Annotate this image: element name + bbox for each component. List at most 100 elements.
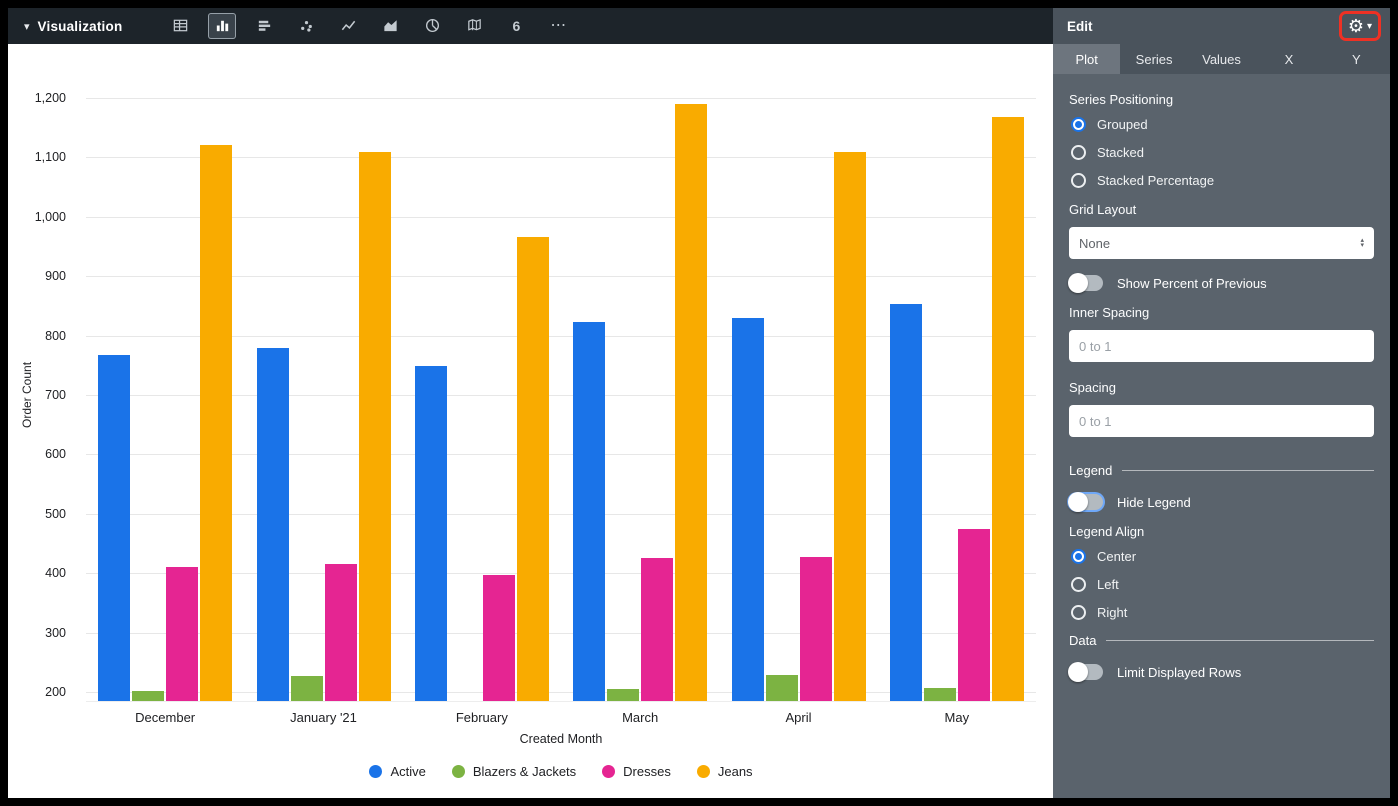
chart-type-map-button[interactable] [460, 13, 488, 39]
bar-active-december[interactable] [98, 355, 131, 701]
radio-selected-icon[interactable] [1071, 117, 1086, 132]
inner-spacing-input[interactable] [1069, 330, 1374, 362]
legend-dot-icon [369, 765, 383, 778]
radio-option-stacked[interactable]: Stacked [1071, 145, 1374, 160]
bar-active-may[interactable] [889, 304, 922, 701]
spacing-input[interactable] [1069, 405, 1374, 437]
table-icon [172, 17, 189, 36]
chart-type-table-button[interactable] [166, 13, 194, 39]
tab-x[interactable]: X [1284, 51, 1294, 67]
x-axis-title: Created Month [519, 732, 603, 746]
radio-option-left[interactable]: Left [1071, 577, 1374, 592]
grid-layout-label: Grid Layout [1069, 202, 1137, 217]
collapse-caret-icon[interactable]: ▾ [24, 20, 30, 33]
bar-active-january-21[interactable] [256, 348, 289, 701]
bar-blazers-jackets-march[interactable] [607, 689, 640, 701]
bar-active-february[interactable] [414, 366, 447, 701]
legend-item-active[interactable]: Active [369, 764, 426, 779]
radio-option-stacked-percentage[interactable]: Stacked Percentage [1071, 173, 1374, 188]
bar-dresses-january-21[interactable] [324, 564, 357, 701]
limit-displayed-rows-toggle[interactable] [1068, 662, 1103, 682]
x-tick-label: February [455, 710, 508, 725]
settings-menu-button[interactable]: ⚙ ▾ [1338, 11, 1381, 41]
gridline [86, 335, 1036, 337]
bar-active-april[interactable] [731, 318, 764, 701]
bar-jeans-january-21[interactable] [358, 151, 391, 701]
radio-selected-icon[interactable] [1071, 549, 1086, 564]
tab-series[interactable]: Series [1135, 51, 1173, 67]
chart-type-bar-chart-button[interactable] [250, 13, 278, 39]
gridline [86, 692, 1036, 694]
hide-legend-toggle[interactable] [1068, 492, 1103, 512]
radio-option-right[interactable]: Right [1071, 605, 1374, 620]
pie-chart-icon [424, 17, 441, 36]
inner-spacing-label: Inner Spacing [1069, 305, 1150, 320]
legend-dot-icon [696, 765, 710, 778]
hide-legend-label: Hide Legend [1117, 494, 1191, 510]
grid-layout-select[interactable]: None ▴ ▾ [1069, 227, 1374, 259]
radio-option-label: Grouped [1097, 117, 1148, 132]
bar-dresses-may[interactable] [957, 529, 990, 701]
y-tick-label: 400 [45, 566, 66, 581]
radio-option-label: Center [1097, 549, 1137, 564]
legend-item-blazers-jackets[interactable]: Blazers & Jackets [451, 764, 576, 779]
y-tick-label: 700 [45, 388, 66, 402]
radio-unselected-icon[interactable] [1071, 605, 1086, 620]
radio-option-center[interactable]: Center [1071, 549, 1374, 564]
chart-type-single-value-button[interactable]: 6 [502, 13, 530, 39]
tab-y[interactable]: Y [1351, 51, 1361, 67]
bar-blazers-jackets-december[interactable] [132, 690, 165, 701]
column-chart-icon [214, 17, 231, 36]
bar-jeans-march[interactable] [675, 103, 708, 701]
legend-section-label: Legend [1069, 463, 1113, 478]
toggle-knob[interactable] [1068, 492, 1088, 512]
edit-panel: Edit ⚙ ▾ Plot Series Values X Y Series Posit… [1053, 8, 1390, 798]
bar-blazers-jackets-april[interactable] [765, 674, 798, 701]
bar-dresses-december[interactable] [166, 566, 199, 701]
chart-type-column-chart-button[interactable] [208, 13, 237, 39]
chart-type-more-options-button[interactable]: ⋯ [544, 13, 572, 39]
chart-type-line-chart-button[interactable] [334, 13, 362, 39]
gridline [86, 573, 1036, 575]
radio-unselected-icon[interactable] [1071, 145, 1086, 160]
show-percent-of-previous-toggle[interactable] [1068, 273, 1103, 293]
chart-type-area-chart-button[interactable] [376, 13, 404, 39]
bar-jeans-april[interactable] [833, 151, 866, 701]
bar-dresses-march[interactable] [641, 558, 674, 701]
bar-blazers-jackets-january-21[interactable] [290, 676, 323, 701]
radio-unselected-icon[interactable] [1071, 577, 1086, 592]
bar-dresses-april[interactable] [799, 557, 832, 701]
gear-icon[interactable]: ⚙ [1347, 16, 1364, 36]
toggle-knob[interactable] [1068, 662, 1088, 682]
toggle-knob[interactable] [1068, 273, 1088, 293]
chart-type-scatterplot-button[interactable] [292, 13, 320, 39]
bar-jeans-may[interactable] [991, 116, 1024, 701]
legend-item-jeans[interactable]: Jeans [696, 764, 753, 779]
chart-legend: Active Blazers & Jackets Dresses Jeans [86, 764, 1036, 779]
legend-item-dresses[interactable]: Dresses [602, 764, 671, 779]
x-tick-label: December [135, 710, 196, 725]
tab-plot[interactable]: Plot [1053, 44, 1121, 74]
map-icon [466, 17, 483, 36]
radio-option-label: Stacked Percentage [1097, 173, 1215, 188]
plot-area [86, 89, 1036, 702]
bar-chart-icon [256, 17, 273, 36]
bar-blazers-jackets-may[interactable] [923, 687, 956, 701]
radio-unselected-icon[interactable] [1071, 173, 1086, 188]
chart-type-switcher: 6 ⋯ [166, 13, 572, 39]
edit-panel-body: Series Positioning Grouped Stacked Stacked… [1053, 74, 1390, 682]
data-section-divider: Data [1069, 633, 1374, 648]
spacing-label: Spacing [1069, 380, 1116, 395]
bar-jeans-december[interactable] [200, 144, 233, 701]
bar-active-march[interactable] [573, 321, 606, 701]
chart-type-pie-chart-button[interactable] [418, 13, 446, 39]
chevron-down-icon[interactable]: ▾ [1366, 20, 1372, 32]
radio-option-grouped[interactable]: Grouped [1071, 117, 1374, 132]
y-tick-label: 200 [45, 685, 66, 700]
area-chart-icon [382, 17, 399, 36]
tab-values[interactable]: Values [1202, 51, 1241, 67]
x-tick-label: March [622, 710, 659, 725]
bar-dresses-february[interactable] [482, 575, 515, 701]
bar-jeans-february[interactable] [516, 236, 549, 701]
